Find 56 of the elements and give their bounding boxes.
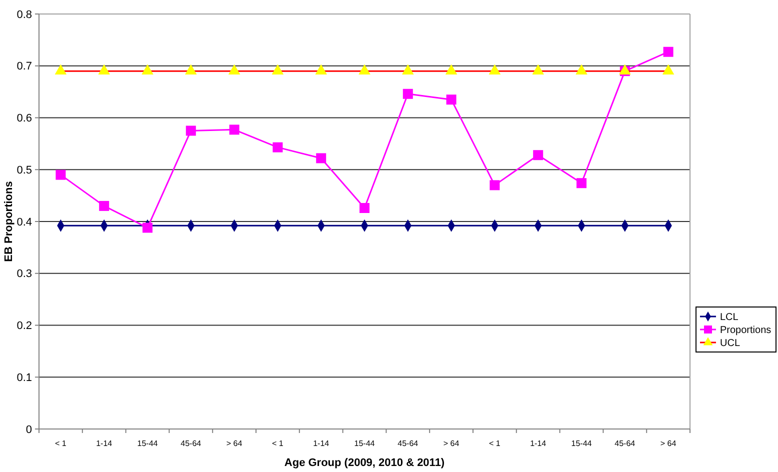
point	[576, 178, 586, 188]
point	[142, 64, 154, 74]
point	[445, 64, 458, 74]
x-tick-label: 15-44	[571, 439, 592, 448]
y-tick-label: 0.4	[16, 216, 32, 228]
y-tick-label: 0.3	[16, 268, 32, 280]
point	[402, 64, 414, 74]
point	[142, 222, 152, 233]
y-tick-label: 0.6	[16, 112, 32, 125]
x-tick-label: 15-44	[137, 439, 158, 448]
legend-label: UCL	[720, 338, 740, 349]
y-tick-label: 0.2	[16, 320, 32, 332]
y-tick-label: 0.7	[16, 60, 32, 73]
legend-label: LCL	[720, 312, 739, 323]
x-tick-label: 45-64	[614, 439, 636, 448]
point	[272, 64, 284, 74]
point	[402, 88, 413, 99]
point	[54, 64, 67, 74]
x-tick-label: > 64	[226, 439, 243, 448]
x-tick-label: 1-14	[96, 439, 113, 448]
y-tick-label: 0.8	[16, 8, 32, 21]
point	[99, 200, 110, 211]
x-tick-label: > 64	[443, 439, 460, 448]
x-tick-label: 45-64	[180, 439, 202, 448]
point	[98, 64, 110, 74]
point	[662, 64, 674, 74]
legend-label: Proportions	[720, 325, 772, 336]
x-tick-label: < 1	[272, 439, 284, 448]
point	[272, 142, 283, 152]
point	[532, 64, 544, 74]
y-tick-label: 0.1	[16, 372, 32, 384]
x-tick-label: 45-64	[398, 439, 419, 448]
x-tick-label: 1-14	[313, 439, 330, 448]
x-tick-label: < 1	[55, 439, 67, 448]
x-axis-title: Age Group (2009, 2010 & 2011)	[284, 457, 445, 469]
point	[533, 150, 544, 160]
y-tick-label: 0.5	[16, 164, 32, 176]
point	[490, 180, 500, 190]
x-tick-label: < 1	[489, 439, 501, 448]
point	[185, 64, 197, 74]
point	[576, 64, 588, 74]
point	[186, 126, 196, 136]
point	[56, 170, 66, 180]
x-tick-label: > 64	[660, 439, 677, 448]
point	[488, 64, 501, 74]
y-tick-label: 0	[26, 424, 32, 436]
point	[358, 64, 370, 74]
y-axis-title: EB Proportions	[3, 181, 15, 262]
point	[360, 203, 370, 214]
point	[315, 64, 327, 74]
point	[229, 124, 240, 135]
x-tick-label: 15-44	[354, 439, 376, 448]
point	[228, 64, 240, 74]
point	[316, 153, 326, 164]
point	[446, 94, 456, 105]
x-tick-label: 1-14	[530, 439, 547, 448]
